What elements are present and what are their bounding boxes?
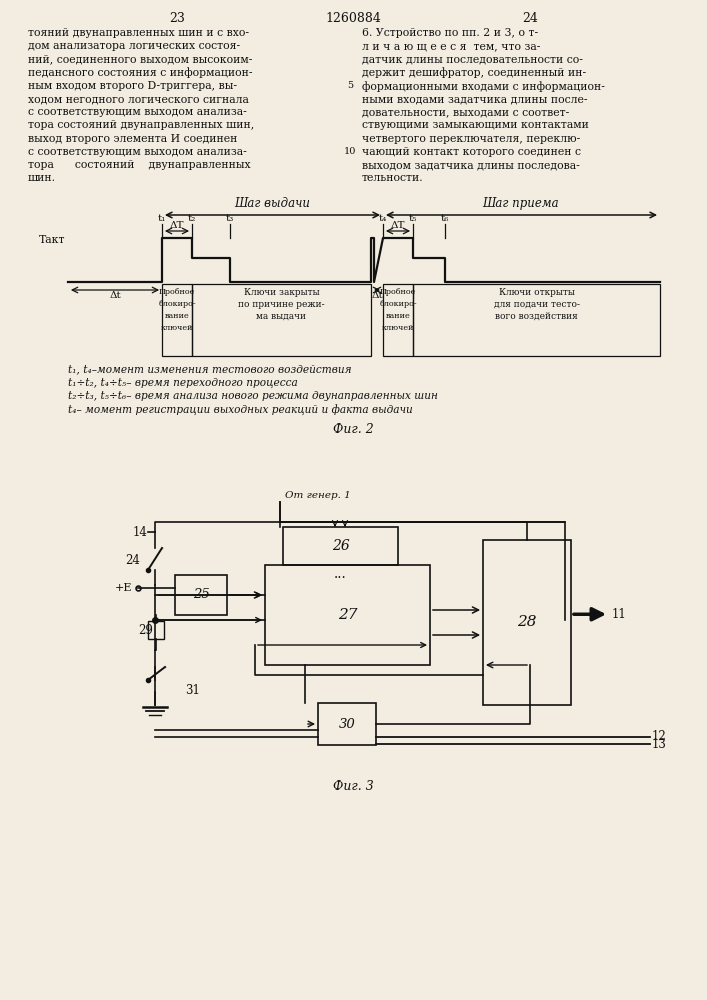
- Text: по причине режи-: по причине режи-: [238, 300, 325, 309]
- Text: t₁: t₁: [158, 214, 166, 223]
- Bar: [318, 703, 376, 745]
- Text: педансного состояния с информацион-: педансного состояния с информацион-: [28, 68, 252, 78]
- Text: ΔT: ΔT: [391, 221, 405, 230]
- Bar: [383, 284, 413, 356]
- Text: 1260884: 1260884: [325, 12, 381, 25]
- Text: t₂÷t₃, t₅÷t₆– время анализа нового режима двунаправленных шин: t₂÷t₃, t₅÷t₆– время анализа нового режим…: [68, 391, 438, 401]
- Text: формационными входами с информацион-: формационными входами с информацион-: [362, 81, 605, 92]
- Bar: [483, 540, 571, 705]
- Text: 5: 5: [347, 81, 353, 90]
- Text: тельности.: тельности.: [362, 173, 423, 183]
- Text: шин.: шин.: [28, 173, 56, 183]
- Bar: [192, 284, 371, 356]
- Text: +E: +E: [115, 583, 132, 593]
- Text: ным входом второго D-триггера, вы-: ным входом второго D-триггера, вы-: [28, 81, 237, 91]
- Text: 24: 24: [522, 12, 538, 25]
- Text: 26: 26: [332, 539, 349, 553]
- Text: Ключи открыты: Ключи открыты: [498, 288, 574, 297]
- Text: Пробное: Пробное: [380, 288, 416, 296]
- Text: ма выдачи: ма выдачи: [257, 312, 307, 321]
- Text: блокиро-: блокиро-: [158, 300, 196, 308]
- Text: с соответствующим выходом анализа-: с соответствующим выходом анализа-: [28, 107, 247, 117]
- Text: 30: 30: [339, 718, 356, 730]
- Text: для подачи тесто-: для подачи тесто-: [493, 300, 580, 309]
- Text: дом анализатора логических состоя-: дом анализатора логических состоя-: [28, 41, 240, 51]
- Bar: [413, 284, 660, 356]
- Text: ключей: ключей: [382, 324, 414, 332]
- Text: Ключи закрыты: Ключи закрыты: [244, 288, 320, 297]
- Text: 6. Устройство по пп. 2 и 3, о т-: 6. Устройство по пп. 2 и 3, о т-: [362, 28, 538, 38]
- Text: ний, соединенного выходом высокоим-: ний, соединенного выходом высокоим-: [28, 54, 252, 64]
- Text: t₄– момент регистрации выходных реакций и факта выдачи: t₄– момент регистрации выходных реакций …: [68, 404, 413, 415]
- Text: 10: 10: [344, 147, 356, 156]
- Text: держит дешифратор, соединенный ин-: держит дешифратор, соединенный ин-: [362, 68, 586, 78]
- Text: Шаг приема: Шаг приема: [483, 197, 559, 210]
- Text: блокиро-: блокиро-: [379, 300, 417, 308]
- Text: 11: 11: [612, 608, 626, 621]
- Text: чающий контакт которого соединен с: чающий контакт которого соединен с: [362, 147, 581, 157]
- Bar: [175, 575, 227, 615]
- Text: t₂: t₂: [188, 214, 196, 223]
- Text: Δt: Δt: [109, 291, 121, 300]
- Text: довательности, выходами с соответ-: довательности, выходами с соответ-: [362, 107, 569, 117]
- Text: 14: 14: [133, 526, 148, 538]
- Bar: [283, 527, 398, 565]
- Text: t₁÷t₂, t₄÷t₅– время переходного процесса: t₁÷t₂, t₄÷t₅– время переходного процесса: [68, 377, 298, 388]
- Text: 28: 28: [518, 615, 537, 630]
- Text: Шаг выдачи: Шаг выдачи: [234, 197, 310, 210]
- Text: тора      состояний    двунаправленных: тора состояний двунаправленных: [28, 160, 250, 170]
- Text: ствующими замыкающими контактами: ствующими замыкающими контактами: [362, 120, 589, 130]
- Text: 31: 31: [185, 684, 201, 697]
- Text: t₅: t₅: [409, 214, 417, 223]
- Text: Δt: Δt: [371, 291, 383, 300]
- Text: t₃: t₃: [226, 214, 234, 223]
- Bar: [265, 565, 430, 665]
- Text: Фиг. 2: Фиг. 2: [332, 423, 373, 436]
- Bar: [162, 284, 192, 356]
- Text: t₄: t₄: [379, 214, 387, 223]
- Text: ходом негодного логического сигнала: ходом негодного логического сигнала: [28, 94, 249, 104]
- Text: ключей: ключей: [160, 324, 193, 332]
- Text: выходом задатчика длины последова-: выходом задатчика длины последова-: [362, 160, 580, 170]
- Text: ΔT: ΔT: [170, 221, 185, 230]
- Text: вание: вание: [165, 312, 189, 320]
- Text: Пробное: Пробное: [159, 288, 195, 296]
- Text: тора состояний двунаправленных шин,: тора состояний двунаправленных шин,: [28, 120, 255, 130]
- Text: ...: ...: [334, 567, 347, 581]
- Text: ными входами задатчика длины после-: ными входами задатчика длины после-: [362, 94, 588, 104]
- Text: t₆: t₆: [440, 214, 449, 223]
- Text: л и ч а ю щ е е с я  тем, что за-: л и ч а ю щ е е с я тем, что за-: [362, 41, 540, 51]
- Text: выход второго элемента И соединен: выход второго элемента И соединен: [28, 134, 238, 144]
- Bar: [148, 621, 164, 639]
- Text: 23: 23: [169, 12, 185, 25]
- Text: 29: 29: [138, 624, 153, 637]
- Text: вого воздействия: вого воздействия: [495, 312, 578, 321]
- Text: 24: 24: [125, 554, 140, 566]
- Text: 13: 13: [652, 738, 667, 750]
- Text: четвертого переключателя, переклю-: четвертого переключателя, переклю-: [362, 134, 580, 144]
- Text: тояний двунаправленных шин и с вхо-: тояний двунаправленных шин и с вхо-: [28, 28, 249, 38]
- Text: с соответствующим выходом анализа-: с соответствующим выходом анализа-: [28, 147, 247, 157]
- Text: 25: 25: [192, 588, 209, 601]
- Text: Такт: Такт: [38, 235, 65, 245]
- Text: вание: вание: [385, 312, 410, 320]
- Text: От генер. 1: От генер. 1: [285, 491, 351, 500]
- Text: датчик длины последовательности со-: датчик длины последовательности со-: [362, 54, 583, 64]
- Text: t₁, t₄–момент изменения тестового воздействия: t₁, t₄–момент изменения тестового воздей…: [68, 364, 351, 374]
- Text: 27: 27: [338, 608, 357, 622]
- Text: 12: 12: [652, 730, 667, 744]
- Text: Фиг. 3: Фиг. 3: [332, 780, 373, 793]
